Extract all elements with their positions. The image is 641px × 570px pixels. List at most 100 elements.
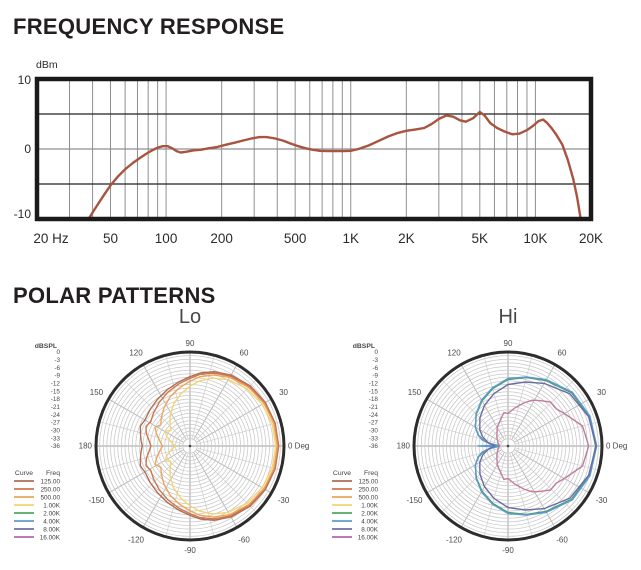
fr-x-tick: 10K [523,231,547,246]
polar-lo-angle-label: 90 [186,339,195,348]
polar-hi-curve-16.00K [496,399,590,493]
polar-lo-dbspl-tick: -9 [54,373,60,380]
polar-lo-angle-label: -30 [278,496,290,505]
polar-lo-rings [99,355,281,537]
polar-hi-title: Hi [498,306,518,328]
polar-lo-angle-label: -120 [128,536,145,545]
polar-lo-legend-label: 1.00K [43,502,60,509]
fr-y-tick: 10 [18,73,32,87]
polar-hi-curve-8.00K [479,381,597,511]
polar-lo-dbspl-tick: -15 [51,388,61,395]
fr-x-tick: 20K [579,231,603,246]
polar-hi-legend-label: 2.00K [361,510,378,517]
polar-lo-dbspl-tick: -6 [54,365,60,372]
polar-lo-center-dot [188,444,192,448]
polar-hi-dbspl-tick: -24 [369,412,379,419]
polar-lo-dbspl-tick: -27 [51,420,61,427]
polar-lo-legend-label: 16.00K [40,534,61,541]
polar-lo-curve-500.00 [154,374,278,518]
polar-lo-angle-label: 150 [90,388,104,397]
polar-hi-dbspl-tick: -9 [372,373,378,380]
polar-hi-legend: Curve Freq125.00250.00500.001.00K2.00K4.0… [332,470,379,541]
fr-x-tick: 500 [284,231,307,246]
fr-y-tick: 0 [24,142,31,156]
polar-lo-dbspl-tick: -18 [51,396,61,403]
polar-lo-curve-250.00 [145,372,279,520]
polar-hi-angle-label: 180 [397,442,411,451]
polar-lo-legend-curve-header: Curve [15,470,33,477]
fr-y-tick: -10 [14,207,32,221]
polar-hi-dbspl-tick: 0 [374,349,378,356]
polar-hi-angle-label: -30 [596,496,608,505]
polar-lo-angle-label: 120 [129,348,143,357]
polar-lo-angle-label: 180 [79,442,93,451]
polar-hi-dbspl-unit: dBSPL [353,343,375,350]
fr-x-tick: 20 Hz [33,231,69,246]
frequency-response-title: FREQUENCY RESPONSE [13,14,285,39]
polar-hi-angle-label: 30 [597,388,606,397]
polar-lo-curves [139,371,280,521]
polar-lo-angle-labels: 90 60 30 0 Deg -30 -60 -90 -120 -150 180 150 120 [79,339,310,555]
polar-lo-angle-label: 60 [240,348,249,357]
polar-hi-dbspl-tick: -3 [372,357,378,364]
polar-lo-title: Lo [178,306,202,328]
polar-hi-legend-curve-header: Curve [333,470,351,477]
fr-x-tick: 100 [155,231,178,246]
polar-hi-dbspl-tick: -33 [369,435,379,442]
polar-lo-legend: Curve Freq125.00250.00500.001.00K2.00K4.0… [14,470,61,541]
fr-x-tick: 1K [342,231,359,246]
polar-hi-legend-label: 16.00K [358,534,379,541]
polar-hi-outer-ring [412,350,604,542]
polar-hi-dbspl-tick: -12 [369,381,379,388]
polar-lo-legend-label: 4.00K [43,518,60,525]
polar-lo-legend-freq-header: Freq [46,470,60,477]
polar-hi-angle-label: 90 [504,339,513,348]
polar-hi-curve-4.00K [474,376,598,516]
polar-hi-angle-label: -120 [446,536,463,545]
fr-frame [34,76,594,222]
polar-hi-angle-label: 0 Deg [606,442,627,451]
polar-lo-legend-label: 250.00 [40,486,60,493]
fr-y-unit: dBm [36,59,58,71]
polar-lo-dbspl-tick: -21 [51,404,61,411]
polar-hi-angle-label: -90 [502,546,514,555]
polar-lo-outer-ring [94,350,286,542]
polar-lo-dbspl-tick: -3 [54,357,60,364]
polar-lo-legend-label: 500.00 [40,494,60,501]
polar-lo-dbspl-tick: 0 [56,349,60,356]
polar-hi-angle-label: -150 [406,496,423,505]
polar-hi-legend-label: 125.00 [358,478,378,485]
polar-lo-angle-label: 0 Deg [288,442,309,451]
polar-lo-angle-label: -90 [184,546,196,555]
polar-hi-legend-label: 250.00 [358,486,378,493]
fr-x-tick: 2K [398,231,415,246]
polar-lo-angle-label: -60 [238,536,250,545]
polar-lo-dbspl-tick: -24 [51,412,61,419]
polar-hi-legend-freq-header: Freq [364,470,378,477]
polar-hi-curves [474,376,598,516]
polar-hi-dbspl-tick: -21 [369,404,379,411]
fr-x-tick: 50 [103,231,118,246]
polar-lo-legend-label: 2.00K [43,510,60,517]
polar-hi-angle-label: -60 [556,536,568,545]
polar-lo-curve-125.00 [139,371,280,521]
polar-hi-dbspl-tick: -15 [369,388,379,395]
polar-hi-dbspl-tick: -18 [369,396,379,403]
polar-hi-center-dot [506,444,510,448]
polar-lo-dbspl-unit: dBSPL [35,343,57,350]
polar-lo-dbspl-tick: -30 [51,428,61,435]
polar-hi-legend-label: 500.00 [358,494,378,501]
polar-hi-legend-label: 8.00K [361,526,378,533]
polar-hi-legend-label: 1.00K [361,502,378,509]
polar-lo-angle-label: 30 [279,388,288,397]
polar-lo-legend-label: 8.00K [43,526,60,533]
polar-lo-legend-label: 125.00 [40,478,60,485]
polar-lo-dbspl-tick: -33 [51,435,61,442]
